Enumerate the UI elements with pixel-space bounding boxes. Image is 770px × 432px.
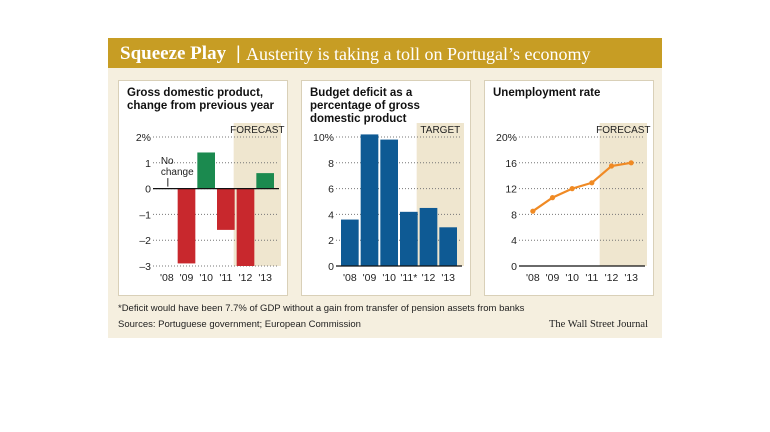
y-tick-label: 2% <box>136 132 151 144</box>
deficit-chart: TARGET 10% 8 6 4 2 0 '08 '09 '10 '11* '12 '13 <box>313 123 464 284</box>
y-tick-label: 8 <box>328 158 334 170</box>
x-tick-label: '08 <box>160 272 174 284</box>
data-point <box>569 186 575 192</box>
bar <box>380 139 398 266</box>
x-tick-label: '13 <box>624 272 638 284</box>
data-point <box>608 163 615 169</box>
y-tick-label: 8 <box>511 209 517 221</box>
x-tick-label: '13 <box>441 272 455 284</box>
annotation-text: change <box>161 167 194 178</box>
y-tick-label: 4 <box>511 235 517 247</box>
data-point <box>549 195 556 201</box>
x-tick-label: '11 <box>219 272 232 284</box>
x-tick-label: '11 <box>585 272 598 284</box>
y-tick-label: 0 <box>328 261 334 273</box>
x-tick-label: '12 <box>605 272 619 284</box>
shade-label: FORECAST <box>230 125 284 136</box>
y-tick-label: 6 <box>328 184 334 196</box>
chart-graphic: Squeeze Play | Austerity is taking a tol… <box>108 38 662 338</box>
data-point <box>530 208 536 214</box>
x-tick-label: '12 <box>239 272 253 284</box>
bar <box>419 207 438 266</box>
panel-unemployment: Unemployment rate FORECAST 20% 16 12 8 4 0 '08 '… <box>484 80 654 296</box>
panel-gdp: Gross domestic product, change from prev… <box>118 80 288 296</box>
header-title: Squeeze Play <box>120 43 227 64</box>
header-separator: | <box>236 43 241 63</box>
bar <box>197 152 215 189</box>
bar <box>256 173 274 189</box>
x-tick-label: '10 <box>382 272 396 284</box>
bar <box>177 188 196 264</box>
y-tick-label: 4 <box>328 209 334 221</box>
shade-label: FORECAST <box>596 125 650 136</box>
footnote: *Deficit would have been 7.7% of GDP wit… <box>118 303 525 314</box>
data-point <box>589 180 595 186</box>
y-tick-label: 20% <box>496 132 517 144</box>
gdp-chart: FORECAST 2% 1 0 –1 –2 –3 '08 '09 '10 '11 '12 '13 Noch… <box>136 123 285 284</box>
x-tick-label: '10 <box>199 272 213 284</box>
x-tick-label: '12 <box>422 272 436 284</box>
y-tick-label: 10% <box>313 132 334 144</box>
y-tick-label: –1 <box>139 209 151 221</box>
y-tick-label: 2 <box>328 235 334 247</box>
y-tick-label: 16 <box>505 158 517 170</box>
annotation-text: No <box>161 156 174 167</box>
panel-title-deficit: Budget deficit as a percentage of gross … <box>310 87 420 125</box>
shaded-region <box>599 123 647 266</box>
x-tick-label: '08 <box>343 272 357 284</box>
bar <box>217 188 235 230</box>
y-tick-label: –3 <box>139 261 151 273</box>
y-tick-label: 0 <box>145 184 151 196</box>
header-bar: Squeeze Play | Austerity is taking a tol… <box>108 38 662 68</box>
sources: Sources: Portuguese government; European… <box>118 319 361 330</box>
bar <box>400 211 418 266</box>
x-tick-label: '08 <box>526 272 540 284</box>
unemployment-chart: FORECAST 20% 16 12 8 4 0 '08 '09 '10 '11 '12 '13 <box>496 123 651 284</box>
x-tick-label: '10 <box>565 272 579 284</box>
x-tick-label: '09 <box>180 272 194 284</box>
bar <box>341 219 359 266</box>
panel-title-gdp: Gross domestic product, change from prev… <box>127 87 274 112</box>
series-line <box>532 161 632 213</box>
bar <box>439 227 457 266</box>
y-tick-label: –2 <box>139 235 151 247</box>
data-point <box>628 160 634 166</box>
bar <box>236 188 255 266</box>
bar <box>360 134 379 266</box>
panel-title-unemployment: Unemployment rate <box>493 87 601 99</box>
panel-deficit: Budget deficit as a percentage of gross … <box>301 80 471 296</box>
shade-label: TARGET <box>420 125 460 136</box>
y-tick-label: 12 <box>505 184 517 196</box>
x-tick-label: '13 <box>258 272 272 284</box>
y-tick-label: 0 <box>511 261 517 273</box>
x-tick-label: '09 <box>546 272 560 284</box>
header-subtitle: Austerity is taking a toll on Portugal’s… <box>246 44 591 64</box>
x-tick-label: '09 <box>363 272 377 284</box>
credit: The Wall Street Journal <box>549 319 648 330</box>
x-tick-label: '11* <box>400 272 417 284</box>
y-tick-label: 1 <box>145 158 151 170</box>
